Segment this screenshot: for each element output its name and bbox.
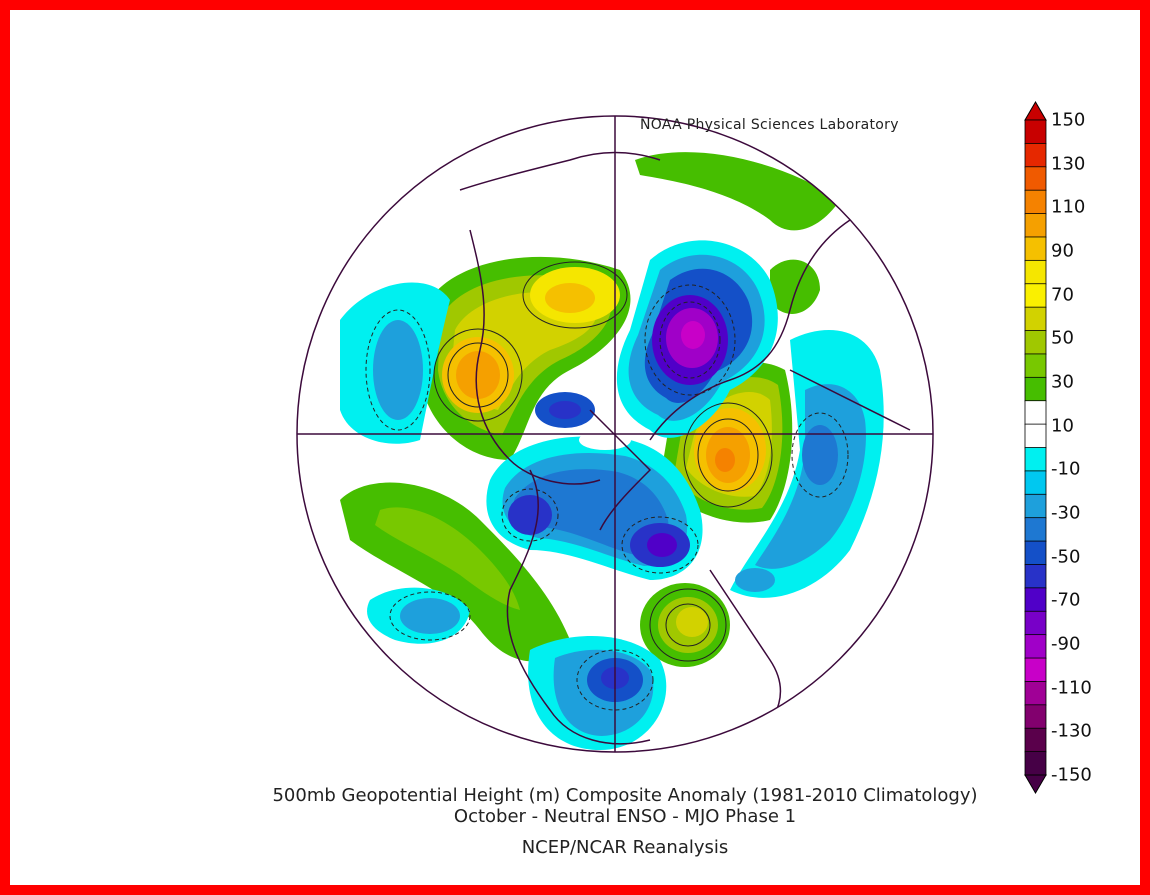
colorbar-swatch <box>1024 634 1047 659</box>
colorbar-tick-label: 10 <box>1051 415 1074 437</box>
map-plot <box>296 101 1047 794</box>
colorbar-swatch <box>1024 657 1047 683</box>
positive-anomaly-over-north-america <box>420 256 631 460</box>
colorbar-swatch <box>1024 213 1047 238</box>
colorbar-swatch <box>1024 587 1047 613</box>
colorbar-swatch <box>1024 681 1047 706</box>
colorbar-bottom-arrow <box>1024 774 1047 794</box>
negative-anomaly-east-pacific <box>340 282 470 644</box>
colorbar-tick-label: -10 <box>1051 458 1081 480</box>
contour-lines <box>433 261 773 662</box>
colorbar-swatch <box>1024 283 1047 309</box>
colorbar-swatch <box>1024 564 1047 589</box>
colorbar-tick-label: -50 <box>1051 546 1081 568</box>
negative-contour-lines <box>365 284 849 711</box>
colorbar-swatch <box>1024 540 1047 566</box>
colorbar-tick-label: -30 <box>1051 502 1081 524</box>
colorbar-top-arrow <box>1024 101 1047 121</box>
colorbar-swatch <box>1024 610 1047 636</box>
colorbar-swatch <box>1024 493 1047 519</box>
negative-anomaly-arctic-europe <box>616 240 778 438</box>
colorbar-tick-label: 50 <box>1051 327 1074 349</box>
colorbar-swatch <box>1024 517 1047 542</box>
colorbar-swatch <box>1024 306 1047 332</box>
colorbar-swatch <box>1024 330 1047 355</box>
anomaly-field <box>340 151 911 750</box>
colorbar-swatch <box>1024 400 1047 426</box>
colorbar-swatch <box>1024 751 1047 776</box>
colorbar-swatch <box>1024 166 1047 192</box>
colorbar-swatch <box>1024 142 1047 168</box>
colorbar-tick-label: -150 <box>1051 764 1092 786</box>
colorbar-swatch <box>1024 189 1047 215</box>
colorbar-swatch <box>1024 727 1047 753</box>
colorbar-swatch <box>1024 353 1047 379</box>
credit-label: NOAA Physical Sciences Laboratory <box>640 117 899 133</box>
colorbar-swatch <box>1024 704 1047 730</box>
colorbar-swatch <box>1024 470 1047 496</box>
colorbar-tick-label: -110 <box>1051 677 1092 699</box>
colorbar-swatch <box>1024 236 1047 262</box>
colorbar <box>1024 101 1047 794</box>
positive-anomaly-pacific-band <box>340 482 570 662</box>
negative-anomaly-atlantic <box>528 636 667 750</box>
colorbar-tick-label: 110 <box>1051 196 1086 218</box>
colorbar-tick-label: 30 <box>1051 371 1074 393</box>
title-line-2: October - Neutral ENSO - MJO Phase 1 <box>453 806 797 827</box>
colorbar-swatch <box>1024 423 1047 449</box>
colorbar-tick-label: -90 <box>1051 633 1081 655</box>
colorbar-swatch <box>1024 447 1047 472</box>
colorbar-tick-label: 150 <box>1051 109 1086 131</box>
colorbar-swatch <box>1024 376 1047 402</box>
colorbar-swatch <box>1024 259 1047 285</box>
colorbar-tick-label: -70 <box>1051 589 1081 611</box>
colorbar-tick-label: 90 <box>1051 240 1074 262</box>
positive-anomaly-east-asia <box>635 152 840 314</box>
source-label: NCEP/NCAR Reanalysis <box>521 837 729 858</box>
positive-anomaly-over-north-africa <box>640 583 730 667</box>
figure-frame: NOAA Physical Sciences Laboratory 150 130… <box>10 10 1140 885</box>
colorbar-tick-label: -130 <box>1051 720 1092 742</box>
colorbar-tick-label: 130 <box>1051 153 1086 175</box>
title-line-1: 500mb Geopotential Height (m) Composite … <box>272 785 978 806</box>
colorbar-swatch <box>1024 119 1047 145</box>
colorbar-tick-label: 70 <box>1051 284 1074 306</box>
